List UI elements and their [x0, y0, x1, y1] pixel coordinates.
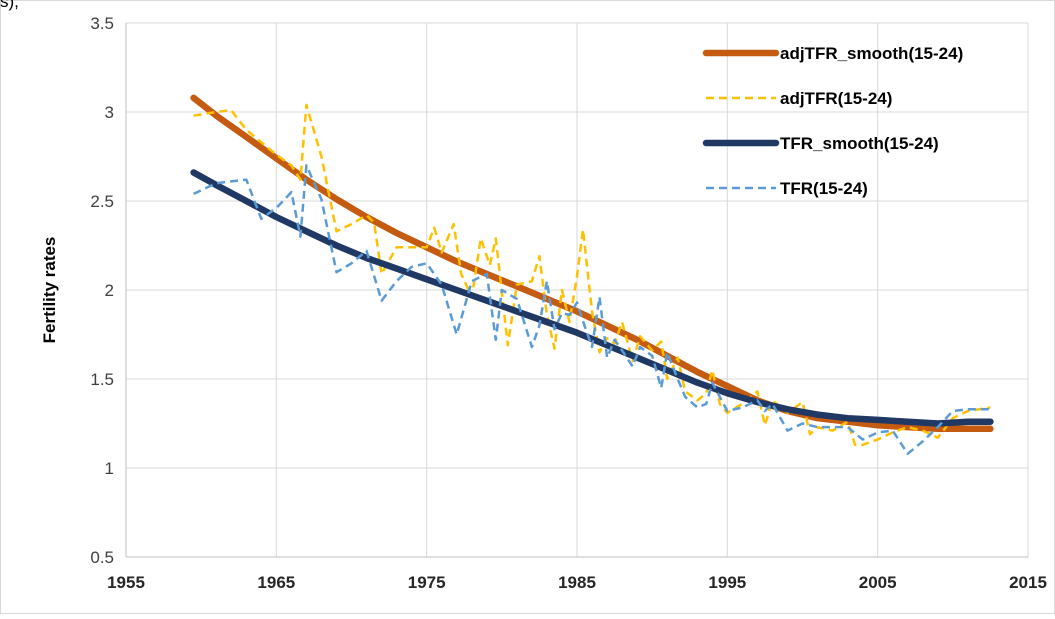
y-tick-label: 3 — [105, 103, 114, 122]
x-tick-label: 2005 — [859, 573, 897, 592]
legend-label-tfr-smooth-15-24: TFR_smooth(15-24) — [780, 134, 939, 153]
y-tick-label: 1.5 — [90, 370, 114, 389]
series-line-adjtfr-15-24 — [193, 103, 991, 447]
y-axis-title: Fertility rates — [40, 237, 59, 344]
x-tick-label: 1955 — [107, 573, 145, 592]
top-snippet: s), — [0, 0, 19, 11]
legend-label-adjtfr-smooth-15-24: adjTFR_smooth(15-24) — [780, 44, 963, 63]
x-tick-label: 1975 — [408, 573, 446, 592]
legend-label-tfr-15-24: TFR(15-24) — [780, 179, 868, 198]
y-tick-label: 2 — [105, 281, 114, 300]
axes: 0.5 1 1.5 2 2.5 3 3.5 1955 1965 1975 1985 1995 2005 2… — [40, 14, 1047, 592]
x-tick-label: 1985 — [558, 573, 596, 592]
x-tick-label: 2015 — [1009, 573, 1047, 592]
x-tick-label: 1965 — [257, 573, 295, 592]
series-line-tfr-15-24 — [193, 164, 991, 456]
y-tick-label: 3.5 — [90, 14, 114, 33]
series-line-tfr-smooth-15-24 — [190, 169, 994, 427]
x-tick-label: 1995 — [708, 573, 746, 592]
legend: adjTFR_smooth(15-24) adjTFR(15-24) TFR_smo… — [702, 44, 963, 198]
y-tick-label: 1 — [105, 459, 114, 478]
y-tick-label: 2.5 — [90, 192, 114, 211]
grid — [125, 22, 1029, 558]
series — [190, 94, 994, 456]
legend-label-adjtfr-15-24: adjTFR(15-24) — [780, 89, 892, 108]
y-tick-label: 0.5 — [90, 548, 114, 567]
